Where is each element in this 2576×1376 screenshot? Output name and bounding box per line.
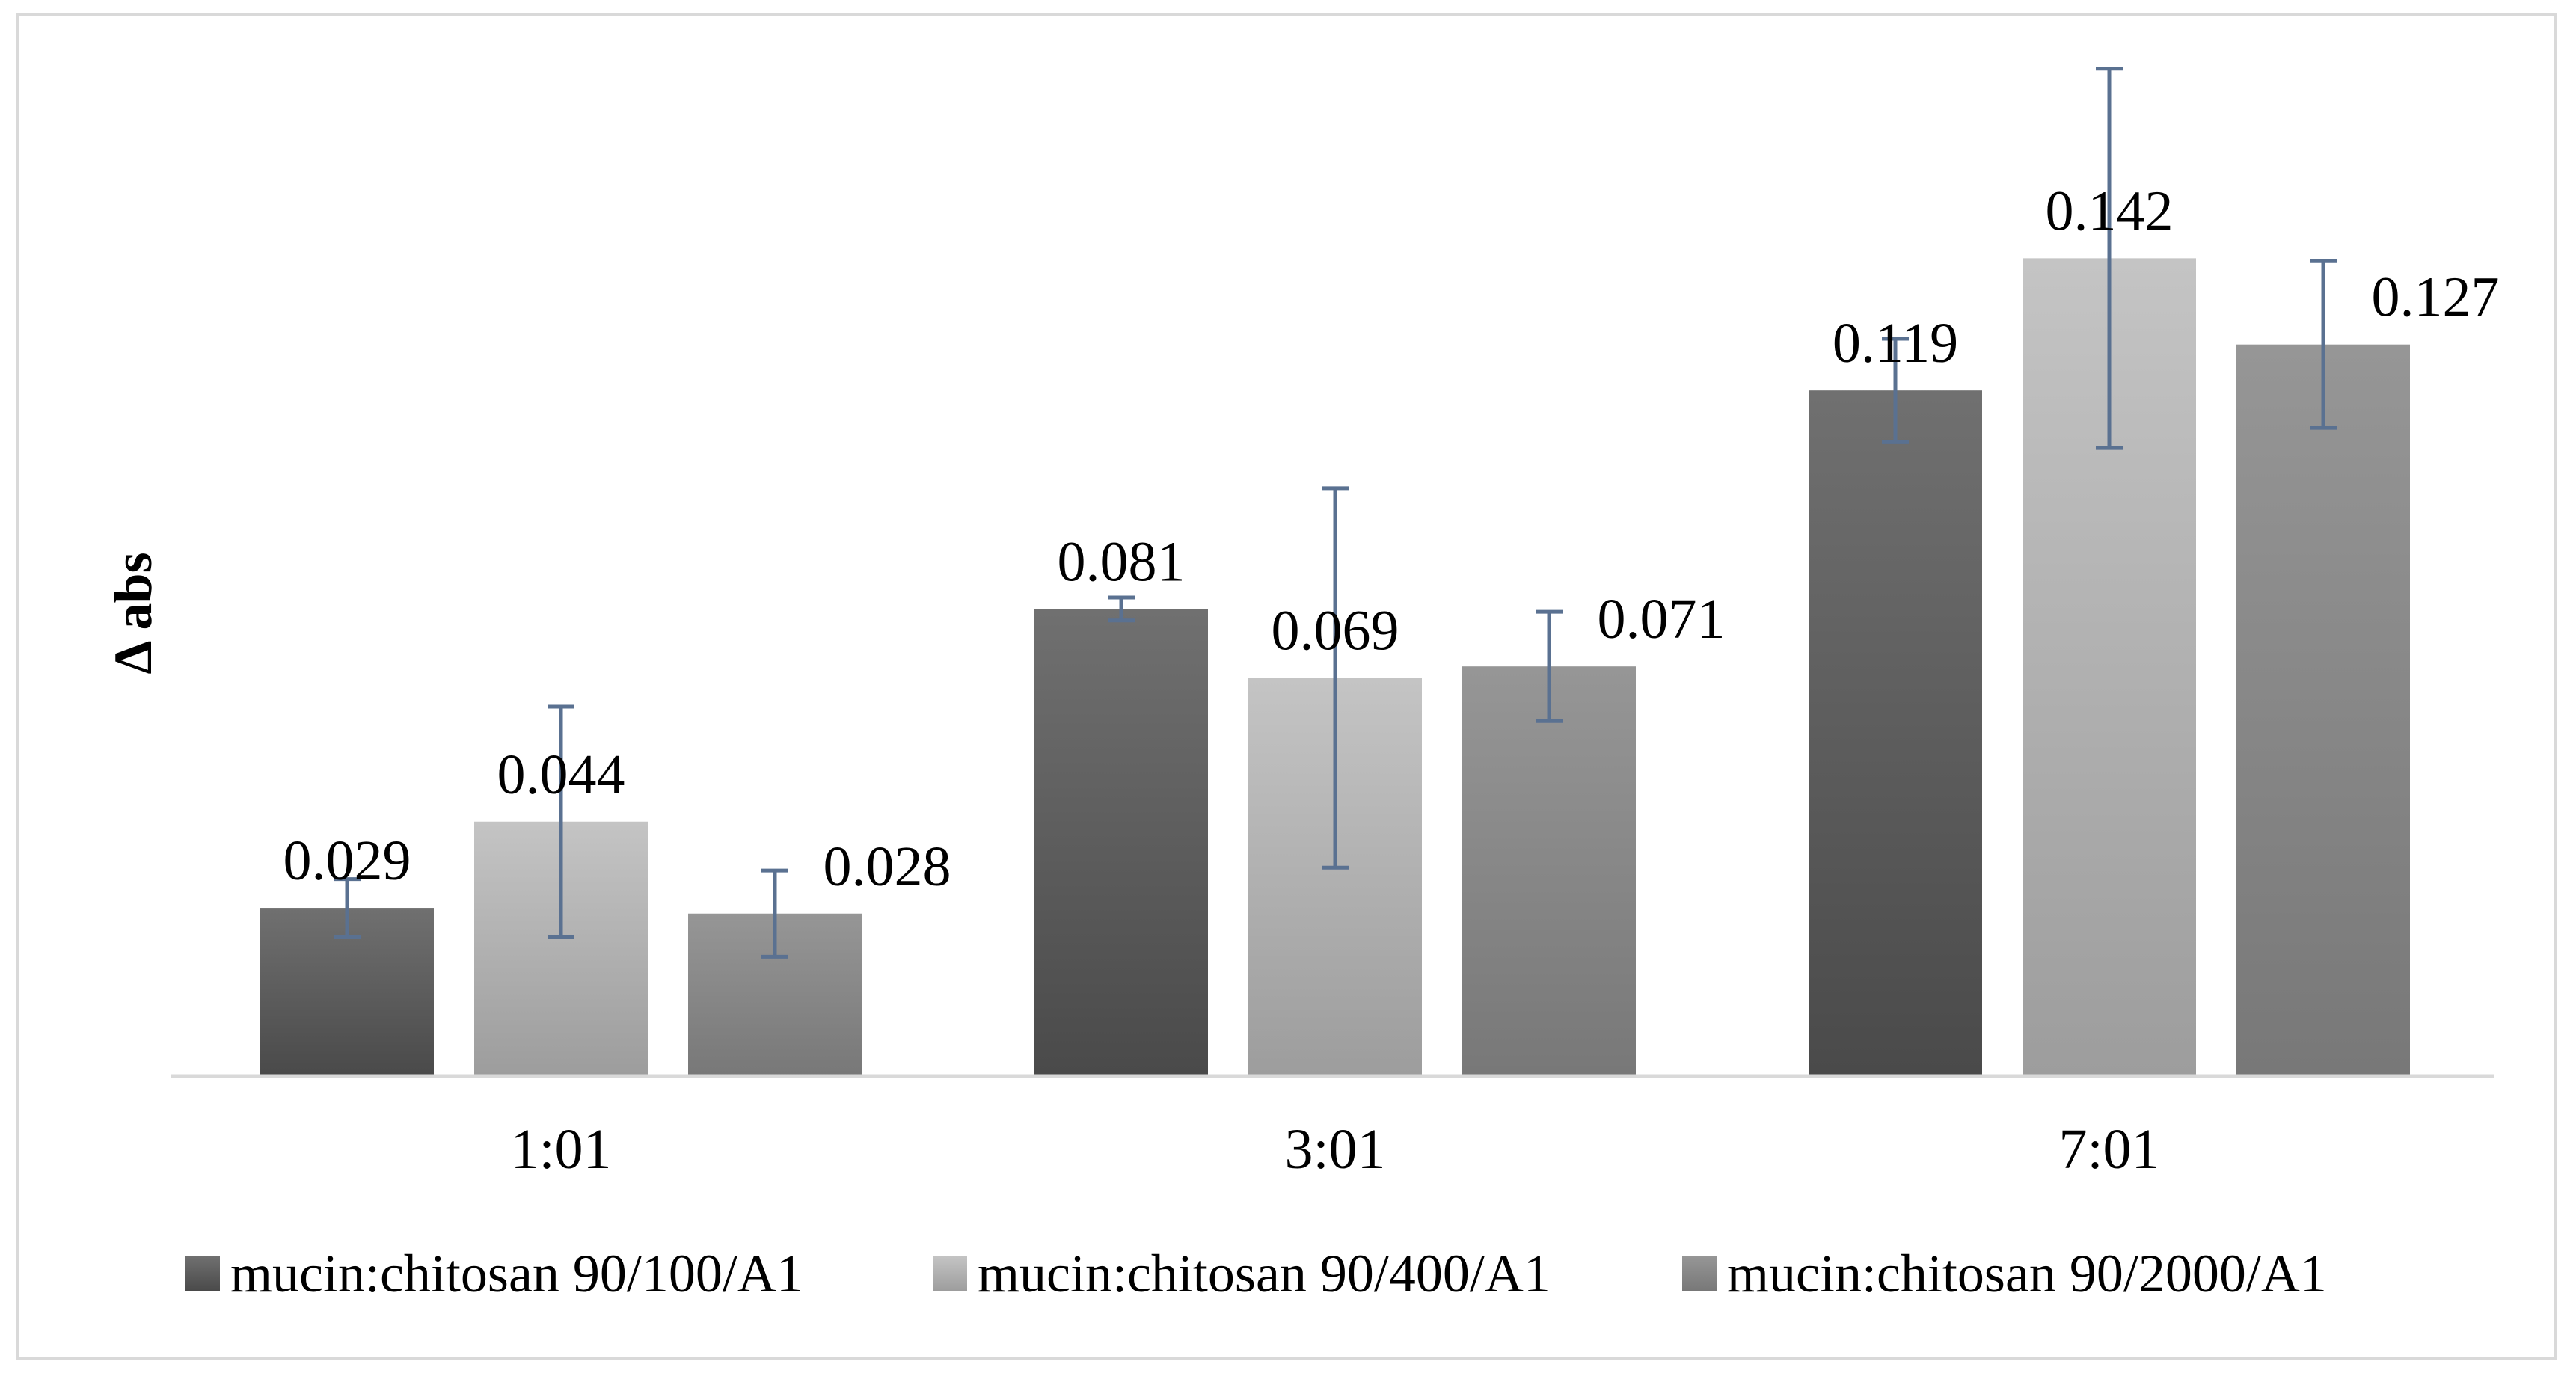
data-label-1-01-series-1: 0.029 — [283, 829, 411, 892]
error-bar-3-01-series-2 — [1322, 486, 1349, 870]
y-axis-title: Δ abs — [103, 552, 163, 674]
bar-7-01-series-3 — [2236, 344, 2410, 1075]
data-label-7-01-series-1: 0.119 — [1833, 312, 1958, 375]
data-label-3-01-series-1: 0.081 — [1058, 530, 1186, 593]
error-bar-7-01-series-2 — [2096, 67, 2123, 450]
legend: mucin:chitosan 90/100/A1 mucin:chitosan 9… — [185, 1244, 2327, 1303]
data-label-1-01-series-3: 0.028 — [824, 835, 951, 898]
legend-swatch-series-2 — [933, 1256, 967, 1291]
data-labels-layer: 0.029 0.044 0.028 0.081 0.069 0.071 0.119 0.142… — [283, 179, 2500, 897]
data-label-1-01-series-2: 0.044 — [497, 743, 625, 806]
data-label-7-01-series-3: 0.127 — [2372, 266, 2500, 329]
data-label-7-01-series-2: 0.142 — [2046, 179, 2174, 242]
error-bar-3-01-series-1 — [1108, 595, 1135, 623]
legend-label-series-2: mucin:chitosan 90/400/A1 — [978, 1244, 1551, 1303]
legend-item-series-1: mucin:chitosan 90/100/A1 — [185, 1244, 803, 1303]
legend-label-series-1: mucin:chitosan 90/100/A1 — [230, 1244, 803, 1303]
legend-label-series-3: mucin:chitosan 90/2000/A1 — [1727, 1244, 2327, 1303]
error-bar-1-01-series-2 — [548, 704, 574, 939]
bar-7-01-series-1 — [1809, 390, 1982, 1075]
legend-item-series-3: mucin:chitosan 90/2000/A1 — [1682, 1244, 2327, 1303]
x-tick-labels: 1:01 3:01 7:01 — [510, 1118, 2159, 1181]
x-tick-label-7-01: 7:01 — [2058, 1118, 2159, 1181]
legend-swatch-series-1 — [185, 1256, 220, 1291]
error-bar-1-01-series-1 — [334, 877, 361, 939]
bars-layer — [260, 258, 2410, 1075]
legend-item-series-2: mucin:chitosan 90/400/A1 — [933, 1244, 1551, 1303]
error-bar-7-01-series-3 — [2310, 259, 2337, 430]
bar-3-01-series-1 — [1034, 609, 1208, 1075]
error-bar-3-01-series-3 — [1536, 609, 1563, 723]
data-label-3-01-series-2: 0.069 — [1272, 600, 1399, 663]
error-bars-layer — [334, 67, 2337, 959]
error-bar-1-01-series-3 — [761, 868, 788, 959]
x-tick-label-3-01: 3:01 — [1284, 1118, 1385, 1181]
data-label-3-01-series-3: 0.071 — [1598, 588, 1726, 651]
bar-3-01-series-3 — [1462, 666, 1636, 1075]
x-tick-label-1-01: 1:01 — [510, 1118, 611, 1181]
error-bar-7-01-series-1 — [1882, 337, 1909, 444]
legend-swatch-series-3 — [1682, 1256, 1717, 1291]
